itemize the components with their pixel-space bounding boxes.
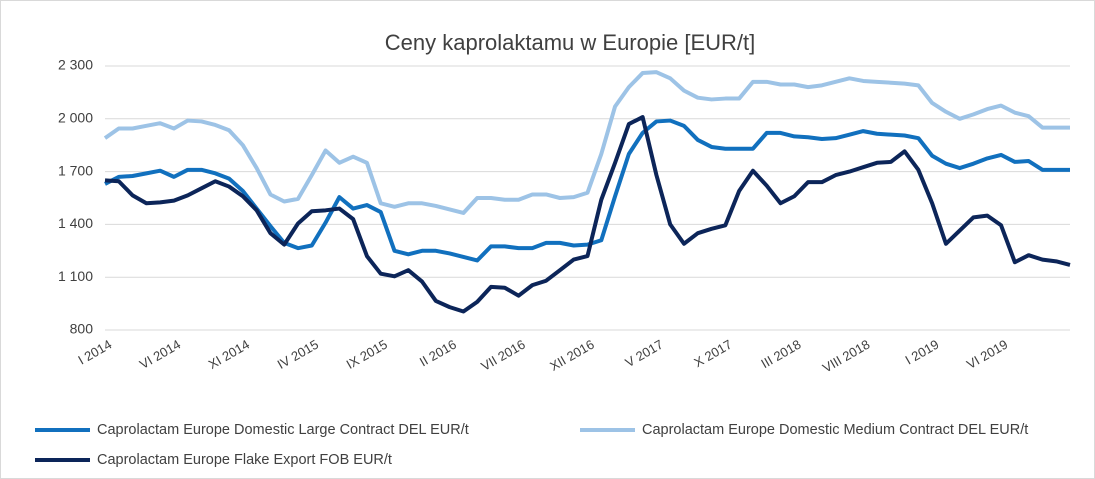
y-tick-label: 2 300 xyxy=(58,57,93,73)
series-line xyxy=(104,118,1070,263)
y-tick-label: 1 400 xyxy=(58,215,93,231)
series-line xyxy=(103,70,1070,215)
legend-label: Caprolactam Europe Domestic Large Contra… xyxy=(97,422,469,438)
y-tick-label: 1 100 xyxy=(58,268,93,284)
chart-title: Ceny kaprolaktamu w Europie [EUR/t] xyxy=(385,30,756,55)
y-tick-label: 800 xyxy=(70,321,94,337)
y-tick-label: 1 700 xyxy=(58,162,93,178)
y-tick-label: 2 000 xyxy=(58,110,93,126)
legend-label: Caprolactam Europe Domestic Medium Contr… xyxy=(642,422,1028,438)
legend-label: Caprolactam Europe Flake Export FOB EUR/… xyxy=(97,452,392,468)
series-line xyxy=(104,115,1071,314)
